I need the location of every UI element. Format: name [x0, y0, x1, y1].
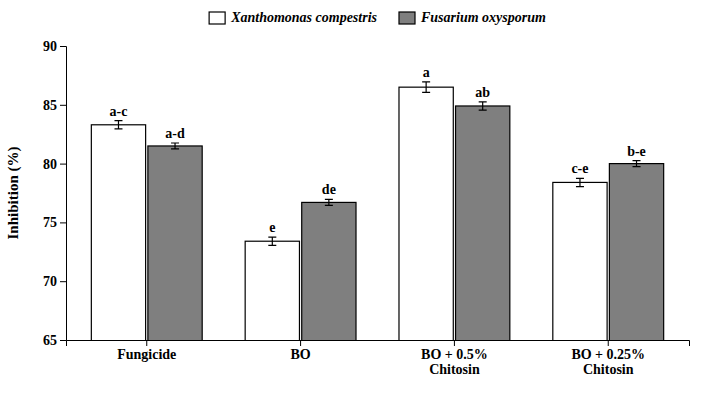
- tick-label: 75: [43, 215, 57, 230]
- axis-domain: [60, 47, 67, 341]
- y-axis-title: Inhibition (%): [5, 147, 22, 240]
- tick-label: 85: [43, 98, 57, 113]
- error-bar: [479, 102, 487, 110]
- bar: [91, 125, 145, 340]
- error-bar: [114, 121, 122, 129]
- legend-item: Xanthomonas compestris: [209, 10, 377, 25]
- tick-label-line: BO: [290, 347, 310, 362]
- tick-label-line: Chitosin: [429, 362, 480, 377]
- tick-label-line: Fungicide: [117, 347, 176, 362]
- annotation: a-d: [165, 126, 185, 141]
- legend-swatch: [209, 12, 225, 24]
- x-axis: FungicideBOBO + 0.5%ChitosinBO + 0.25%Ch…: [67, 340, 690, 377]
- bar: [302, 202, 356, 340]
- tick-mark: [60, 46, 66, 47]
- legend-label: Xanthomonas compestris: [230, 10, 377, 25]
- tick-label-line: BO + 0.5%: [421, 347, 488, 362]
- tick: BO + 0.5%Chitosin: [421, 340, 488, 377]
- tick-label: BO + 0.25%Chitosin: [571, 347, 645, 377]
- error-bars: [171, 102, 640, 205]
- chart: a-c e a c-e a-d de ab b-e 65 70 75 80 85 90 Fungicide B…: [0, 0, 709, 394]
- annotation: b-e: [627, 144, 646, 159]
- tick: 90: [43, 39, 66, 54]
- error-bar: [268, 237, 276, 245]
- tick: 75: [43, 215, 66, 230]
- annotation: e: [269, 220, 275, 235]
- tick-mark: [608, 340, 609, 346]
- bar: [399, 87, 453, 340]
- tick: 70: [43, 274, 66, 289]
- plot-area: a-c e a c-e a-d de ab b-e 65 70 75 80 85 90 Fungicide B…: [43, 39, 690, 394]
- error-bar: [633, 161, 641, 167]
- y-axis: 65 70 75 80 85 90: [43, 39, 67, 348]
- legend-item: Fusarium oxysporum: [399, 10, 546, 25]
- bar: [553, 182, 607, 340]
- annotation: a-c: [110, 104, 128, 119]
- annotation: ab: [475, 85, 490, 100]
- tick-label: 80: [43, 157, 57, 172]
- tick-label-line: BO + 0.25%: [571, 347, 645, 362]
- tick: 80: [43, 157, 66, 172]
- annotation: c-e: [571, 161, 588, 176]
- tick-label: 65: [43, 333, 57, 348]
- annotations: a-c e a c-e a-d de ab b-e: [110, 65, 646, 235]
- tick: 65: [43, 333, 66, 348]
- tick-label-line: Chitosin: [583, 362, 634, 377]
- marks: [91, 82, 663, 340]
- tick-mark: [60, 340, 66, 341]
- tick-mark: [60, 164, 66, 165]
- tick-mark: [300, 340, 301, 346]
- legend: Xanthomonas compestris Fusarium oxysporum: [209, 10, 546, 25]
- bar: [148, 146, 202, 340]
- axis-domain: [67, 341, 690, 347]
- error-bar: [171, 143, 179, 149]
- error-bar: [422, 82, 430, 93]
- legend-label: Fusarium oxysporum: [420, 10, 546, 25]
- bar: [245, 241, 299, 340]
- tick: BO + 0.25%Chitosin: [571, 340, 645, 377]
- tick-label: 70: [43, 274, 57, 289]
- bar-series: [148, 106, 664, 340]
- error-bar: [325, 199, 333, 205]
- tick-mark: [60, 105, 66, 106]
- tick-mark: [60, 222, 66, 223]
- tick-label: Fungicide: [117, 347, 176, 362]
- tick: 85: [43, 98, 66, 113]
- tick: Fungicide: [117, 340, 176, 362]
- tick-label: 90: [43, 39, 57, 54]
- error-bar: [576, 178, 584, 186]
- annotation: de: [322, 182, 336, 197]
- tick-mark: [454, 340, 455, 346]
- tick-mark: [146, 340, 147, 346]
- annotation: a: [423, 65, 430, 80]
- tick-label: BO + 0.5%Chitosin: [421, 347, 488, 377]
- bar: [456, 106, 510, 340]
- legend-swatch: [399, 12, 415, 24]
- tick-mark: [60, 281, 66, 282]
- bar: [609, 164, 663, 340]
- tick: BO: [290, 340, 310, 362]
- tick-label: BO: [290, 347, 310, 362]
- bar-series: [91, 87, 607, 340]
